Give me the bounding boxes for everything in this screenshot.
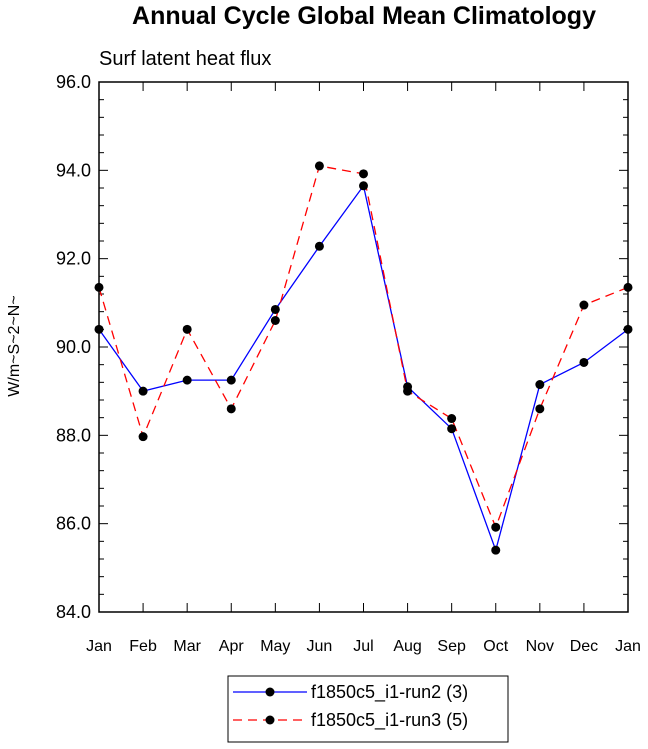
legend-box [227,675,509,743]
data-point-series-2 [359,169,368,179]
data-point-series-2 [94,282,104,292]
data-point-series-2 [403,386,413,396]
x-tick-label: Oct [483,638,508,655]
y-tick-label: 92.0 [56,249,91,269]
data-point-series-2 [314,161,324,171]
y-tick-label: 86.0 [56,514,91,534]
x-tick-label: Jun [307,638,333,655]
data-point-series-2 [491,522,501,532]
legend: f1850c5_i1-run2 (3) f1850c5_i1-run3 (5) [227,675,509,743]
x-tick-label: Jan [86,638,112,655]
data-point-series-2 [138,432,148,442]
data-point-series-1 [94,324,104,334]
series-line-1 [98,184,629,553]
x-tick-label: Apr [219,638,245,655]
data-point-series-1 [579,357,589,367]
chart-subtitle: Surf latent heat flux [99,48,271,70]
data-point-series-2 [270,316,280,325]
data-point-series-1 [270,304,280,314]
data-point-series-1 [182,375,192,385]
data-point-series-2 [226,404,236,414]
data-point-series-2 [447,414,457,424]
y-tick-label: 84.0 [56,602,91,622]
series-line-2 [98,165,629,529]
x-tick-label: Mar [173,638,201,655]
data-point-series-1 [314,241,324,251]
data-point-series-2 [182,324,192,334]
data-point-series-1 [535,380,545,390]
data-point-series-2 [579,300,589,310]
data-point-series-1 [359,181,368,191]
data-point-series-2 [623,282,633,292]
legend-marker-2 [265,715,275,725]
data-point-series-1 [226,375,236,385]
data-point-series-2 [535,404,545,414]
x-tick-label: Sep [437,638,466,655]
legend-label-2: f1850c5_i1-run3 (5) [311,710,468,731]
x-tick-label: Aug [393,638,421,655]
y-tick-label: 94.0 [56,160,91,180]
data-point-series-1 [623,324,633,334]
x-tick-label: Dec [570,638,598,655]
data-point-series-1 [491,545,501,555]
x-tick-label: May [260,638,290,655]
x-tick-label: Jan [615,638,641,655]
y-tick-label: 96.0 [56,72,91,92]
y-tick-label: 90.0 [56,337,91,357]
data-point-series-1 [447,424,457,434]
legend-marker-1 [265,687,275,697]
axes: 84.0 86.0 88.0 90.0 92.0 94.0 96.0 Jan Feb Mar Apr… [56,72,641,655]
y-tick-label: 88.0 [56,425,91,445]
x-tick-label: Jul [353,638,373,655]
data-point-series-1 [138,386,148,396]
y-axis-label: W/m~S~2~N~ [6,295,23,396]
series-layer [94,161,633,555]
chart-title: Annual Cycle Global Mean Climatology [132,2,596,30]
plot-frame [98,81,629,613]
legend-label-1: f1850c5_i1-run2 (3) [311,682,468,703]
x-tick-label: Feb [129,638,157,655]
x-tick-label: Nov [526,638,554,655]
